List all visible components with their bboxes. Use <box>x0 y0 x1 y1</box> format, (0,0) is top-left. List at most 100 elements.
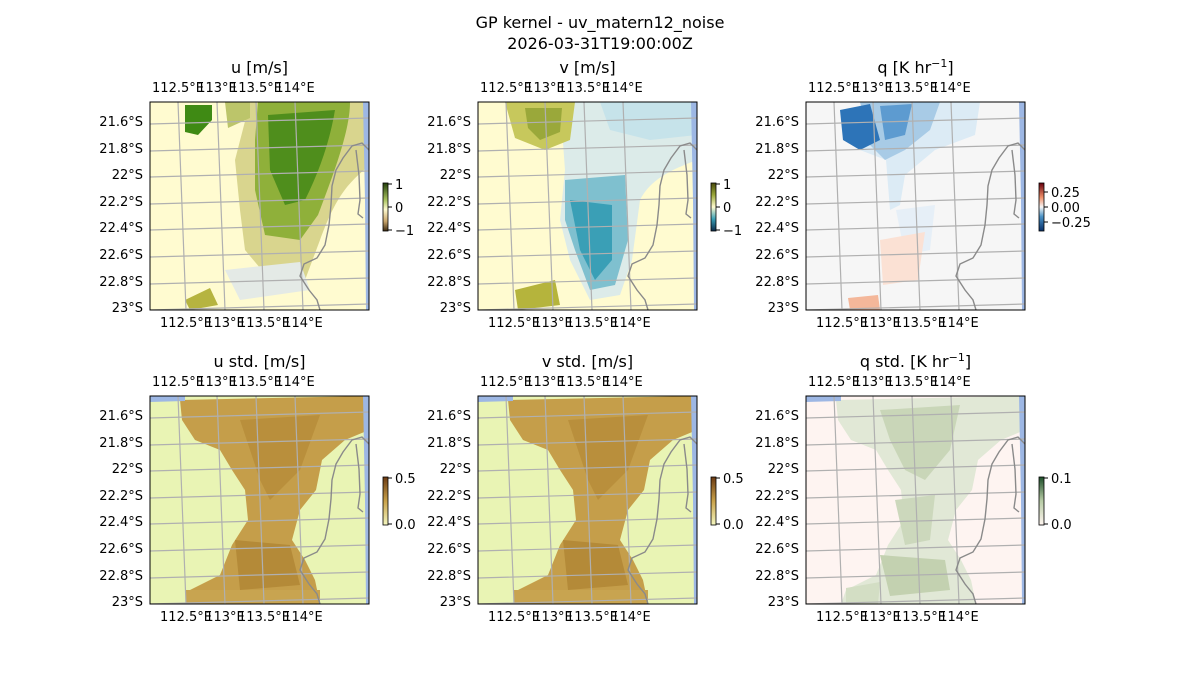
lat-tick-label: 22°S <box>768 168 799 183</box>
lat-tick-label: 22.2°S <box>755 195 799 210</box>
graticule-parallel <box>806 144 1025 152</box>
graticule-parallel <box>806 464 1025 472</box>
colorbar-tick-label: 0.5 <box>723 472 744 487</box>
lon-tick-label-top: 113°E <box>525 81 565 96</box>
map-field-v <box>478 102 697 310</box>
graticule-meridian <box>833 396 843 604</box>
lat-tick-label: 21.8°S <box>427 436 471 451</box>
lon-tick-label-bottom: 113.5°E <box>894 610 946 625</box>
lon-tick-label-bottom: 113°E <box>861 610 901 625</box>
colorbar-tick-label: 1 <box>723 178 731 193</box>
lon-tick-label-bottom: 112.5°E <box>160 610 212 625</box>
axis-tick-labels: 112.5°E112.5°E113°E113°E113.5°E113.5°E11… <box>99 375 322 625</box>
colorbar-q: 0.25 0.00 −0.25 <box>1038 182 1091 232</box>
lat-tick-label: 21.6°S <box>755 115 799 130</box>
lon-tick-label-top: 114°E <box>931 81 971 96</box>
colorbar-tick-label: 0.25 <box>1051 186 1080 201</box>
graticule-parallel <box>478 411 697 419</box>
lon-tick-label-top: 113°E <box>197 375 237 390</box>
graticule-parallel <box>478 544 697 552</box>
graticule-parallel <box>806 544 1025 552</box>
panel-title-u: u [m/s] <box>231 58 288 77</box>
lon-tick-label-bottom: 113.5°E <box>238 316 290 331</box>
map-frame-q <box>805 101 1026 311</box>
graticule-parallel <box>150 544 369 552</box>
lat-tick-label: 22.2°S <box>755 489 799 504</box>
graticule-parallel <box>478 277 697 285</box>
graticule-parallel <box>150 144 369 152</box>
lat-tick-label: 21.6°S <box>99 409 143 424</box>
graticule-meridian <box>583 396 593 604</box>
graticule-meridian <box>294 396 304 604</box>
lon-tick-label-bottom: 114°E <box>283 316 323 331</box>
lon-tick-label-top: 114°E <box>275 81 315 96</box>
lat-tick-label: 22.2°S <box>99 195 143 210</box>
graticule-meridian <box>622 396 632 604</box>
graticule-parallel <box>806 411 1025 419</box>
lat-tick-label: 23°S <box>440 595 471 610</box>
lat-tick-label: 22.8°S <box>755 569 799 584</box>
map-graticule-u-std <box>150 396 369 604</box>
graticule-parallel <box>150 411 369 419</box>
coastline-v-std <box>627 436 697 604</box>
lon-tick-label-top: 113.5°E <box>230 81 282 96</box>
map-frame-v-std <box>477 395 698 605</box>
lon-tick-label-top: 113°E <box>853 375 893 390</box>
colorbar-tick-label: 0.0 <box>723 518 744 533</box>
lat-tick-label: 23°S <box>768 595 799 610</box>
axis-tick-labels: 112.5°E112.5°E113°E113°E113.5°E113.5°E11… <box>755 81 978 331</box>
graticule-parallel <box>806 223 1025 231</box>
graticule-meridian <box>950 102 960 310</box>
graticule-meridian <box>255 396 265 604</box>
coastline-q-std <box>955 436 1025 604</box>
lat-tick-label: 21.8°S <box>755 436 799 451</box>
graticule-parallel <box>150 438 369 446</box>
graticule-parallel <box>806 117 1025 125</box>
graticule-meridian <box>911 102 921 310</box>
colorbar-tick-label: 0.00 <box>1051 201 1080 216</box>
lat-tick-label: 23°S <box>112 595 143 610</box>
lon-tick-label-top: 114°E <box>931 375 971 390</box>
lat-tick-label: 22.4°S <box>755 515 799 530</box>
lat-tick-label: 22.4°S <box>99 515 143 530</box>
coastline-q <box>955 142 1025 310</box>
panel-title-v: v [m/s] <box>559 58 615 77</box>
graticule-parallel <box>806 277 1025 285</box>
graticule-parallel <box>150 491 369 499</box>
lon-tick-label-bottom: 114°E <box>611 610 651 625</box>
lat-tick-label: 22.2°S <box>427 195 471 210</box>
lon-tick-label-top: 113.5°E <box>886 81 938 96</box>
lat-tick-label: 22.8°S <box>427 275 471 290</box>
colorbar-tick-label: −0.25 <box>1051 216 1091 231</box>
graticule-parallel <box>478 117 697 125</box>
lon-tick-label-top: 112.5°E <box>808 375 860 390</box>
graticule-parallel <box>806 303 1025 310</box>
graticule-parallel <box>806 571 1025 579</box>
lat-tick-label: 22.4°S <box>99 221 143 236</box>
map-frame-q-std <box>805 395 1026 605</box>
graticule-meridian <box>216 396 226 604</box>
lon-tick-label-top: 113.5°E <box>230 375 282 390</box>
lon-tick-label-bottom: 112.5°E <box>816 316 868 331</box>
colorbar-tick-label: 0.0 <box>395 518 416 533</box>
lat-tick-label: 22.4°S <box>427 221 471 236</box>
lon-tick-label-top: 113°E <box>197 81 237 96</box>
graticule-meridian <box>833 102 843 310</box>
graticule-meridian <box>294 102 304 310</box>
lat-tick-label: 22°S <box>440 462 471 477</box>
graticule-parallel <box>150 571 369 579</box>
colorbar-tick-label: 0.0 <box>1051 518 1072 533</box>
graticule-meridian <box>872 102 882 310</box>
graticule-meridian <box>544 102 554 310</box>
lon-tick-label-top: 114°E <box>603 375 643 390</box>
colorbar-v-std: 0.5 0.0 <box>710 472 744 533</box>
graticule-parallel <box>806 438 1025 446</box>
graticule-meridian <box>950 396 960 604</box>
map-graticule-q-std <box>806 396 1025 604</box>
axis-tick-labels: 112.5°E112.5°E113°E113°E113.5°E113.5°E11… <box>99 81 322 331</box>
graticule-parallel <box>478 517 697 525</box>
lon-tick-label-bottom: 113°E <box>205 610 245 625</box>
lat-tick-label: 22°S <box>440 168 471 183</box>
lat-tick-label: 21.8°S <box>99 142 143 157</box>
